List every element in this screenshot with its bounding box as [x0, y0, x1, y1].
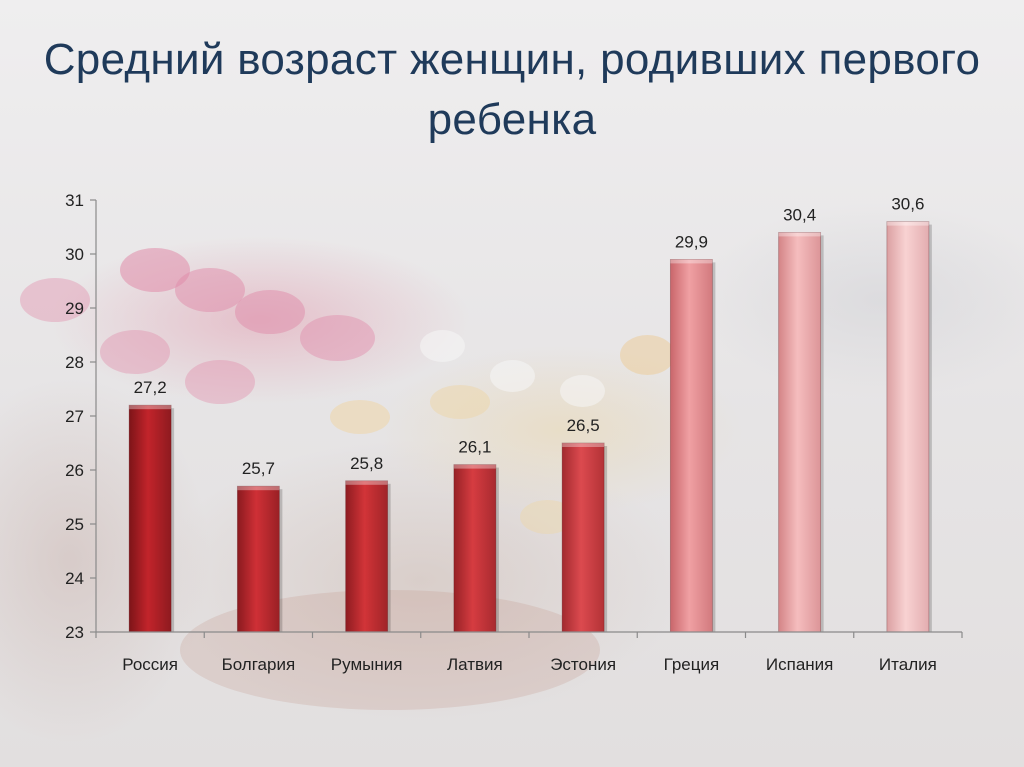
x-category-label: Италия [879, 655, 937, 674]
background-pill [175, 268, 245, 312]
background-pill [490, 360, 535, 392]
data-label: 26,5 [567, 416, 600, 435]
bar-Румыния [345, 480, 389, 633]
data-label: 25,7 [242, 459, 275, 478]
bar-top-highlight [562, 443, 605, 447]
bar-Испания [778, 231, 822, 633]
bar-Болгария [236, 485, 280, 633]
x-category-label: Латвия [447, 655, 503, 674]
data-label: 30,6 [891, 195, 924, 214]
bar-Эстония [561, 442, 605, 633]
y-tick-label: 30 [65, 245, 84, 264]
x-category-label: Россия [122, 655, 178, 674]
y-tick-label: 24 [65, 569, 84, 588]
x-category-label: Греция [664, 655, 720, 674]
bar-top-highlight [129, 405, 172, 410]
x-category-label: Эстония [550, 655, 616, 674]
y-tick-label: 23 [65, 623, 84, 642]
data-label: 26,1 [458, 438, 491, 457]
background-pill [430, 385, 490, 419]
data-label: 29,9 [675, 232, 708, 251]
bar-top-highlight [886, 221, 929, 226]
background-pill [20, 278, 90, 322]
x-category-label: Болгария [222, 655, 296, 674]
background-pill [100, 330, 170, 374]
x-category-label: Испания [766, 655, 833, 674]
bar-Италия [886, 221, 930, 633]
bar-top-highlight [345, 480, 388, 485]
background-pill [330, 400, 390, 434]
page-title: Средний возраст женщин, родивших первого… [43, 35, 981, 144]
bar-top-highlight [237, 486, 280, 491]
data-label: 27,2 [134, 378, 167, 397]
y-tick-label: 28 [65, 353, 84, 372]
data-label: 30,4 [783, 205, 816, 224]
background-pill [620, 335, 675, 375]
bar-Россия [128, 404, 172, 633]
background-pill [300, 315, 375, 361]
bar-top-highlight [453, 464, 496, 469]
bar-top-highlight [778, 232, 821, 237]
bar-Латвия [453, 464, 497, 633]
background-pill [560, 375, 605, 407]
data-label: 25,8 [350, 454, 383, 473]
bar-Греция [669, 258, 713, 633]
background-pill [185, 360, 255, 404]
y-tick-label: 29 [65, 299, 84, 318]
y-tick-label: 27 [65, 407, 84, 426]
x-category-label: Румыния [331, 655, 403, 674]
y-tick-label: 31 [65, 191, 84, 210]
background-pill [235, 290, 305, 334]
y-tick-label: 25 [65, 515, 84, 534]
y-tick-label: 26 [65, 461, 84, 480]
bar-top-highlight [670, 259, 713, 264]
background-pill [420, 330, 465, 362]
